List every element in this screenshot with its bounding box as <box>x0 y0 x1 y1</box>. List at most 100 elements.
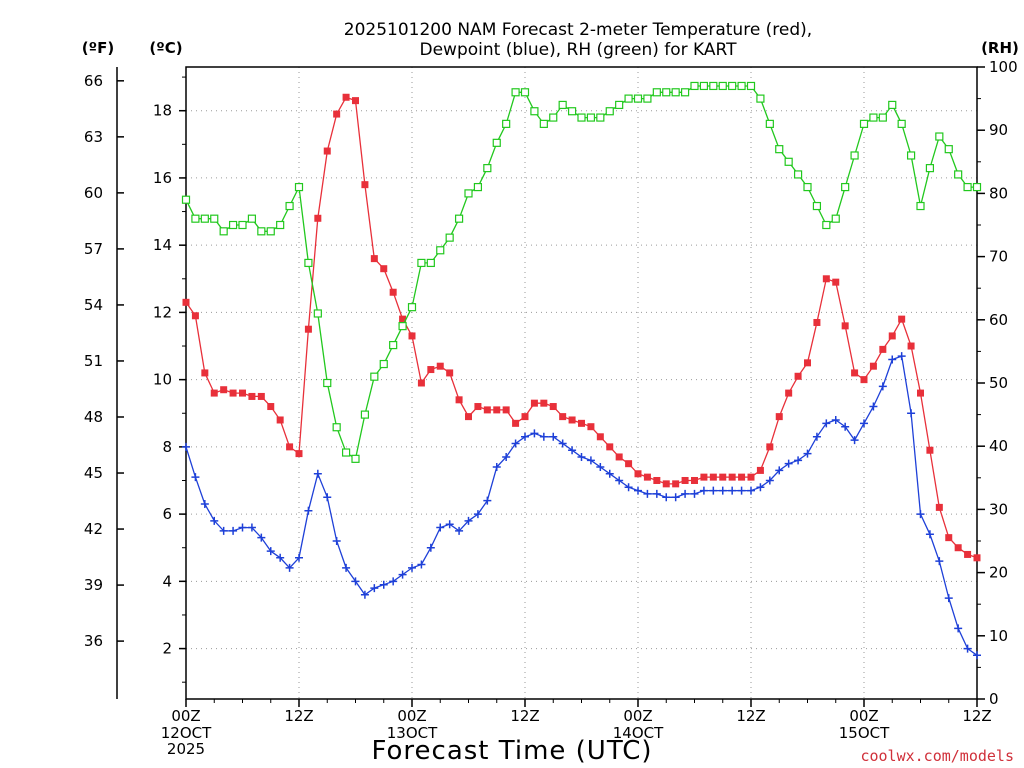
temperature-point <box>352 97 359 105</box>
rh-point <box>765 119 774 128</box>
rh-axis-label: (RH) <box>981 39 1019 57</box>
rh-point <box>925 164 935 173</box>
dewpoint-point <box>247 523 256 532</box>
dewpoint-point <box>464 516 473 525</box>
dewpoint-point <box>624 483 633 492</box>
rh-point <box>803 182 812 192</box>
dewpoint-point <box>822 419 831 428</box>
rh-point <box>662 88 671 97</box>
temperature-point <box>615 453 623 461</box>
dewpoint-point <box>860 419 868 428</box>
rh-point <box>906 151 916 160</box>
temperature-point <box>596 433 604 441</box>
temperature-point <box>474 403 482 411</box>
x-tick-label: 00Z <box>171 707 200 725</box>
dewpoint-point <box>398 570 407 579</box>
rh-point <box>916 201 925 211</box>
temperature-point <box>691 476 698 484</box>
dewpoint-point <box>332 537 341 545</box>
rh-point <box>483 164 492 173</box>
dewpoint-point <box>219 526 228 535</box>
temperature-point <box>483 406 491 414</box>
temperature-point <box>427 366 435 374</box>
temperature-point <box>578 419 585 427</box>
rh-point <box>699 81 709 91</box>
rh-point <box>633 94 643 103</box>
rh-point <box>238 220 247 230</box>
rh-point <box>351 454 360 463</box>
rh-point <box>426 258 435 268</box>
dewpoint-point <box>417 560 426 569</box>
rh-point <box>869 113 878 122</box>
temperature-point <box>747 473 755 481</box>
temperature-point <box>822 275 830 283</box>
dewpoint-point <box>276 553 285 562</box>
temperature-point <box>502 406 510 414</box>
dewpoint-point <box>436 523 445 532</box>
rh-point <box>944 145 953 154</box>
temperature-point <box>625 460 633 468</box>
rh-point <box>530 107 539 116</box>
dewpoint-point <box>568 446 577 455</box>
rh-point <box>718 81 727 91</box>
dewpoint-point <box>229 526 238 535</box>
rh-point <box>304 258 313 268</box>
dewpoint-point <box>210 516 219 525</box>
rh-point <box>436 246 445 255</box>
temperature-point <box>832 278 840 286</box>
x-tick-date-label: 14OCT <box>613 724 664 742</box>
rh-point <box>775 145 784 154</box>
dewpoint-point <box>841 422 850 431</box>
rh-point <box>502 119 511 128</box>
dewpoint-point <box>360 590 369 599</box>
temperature-line <box>185 96 978 559</box>
fahrenheit-tick-label: 60 <box>84 184 103 202</box>
dewpoint-point <box>511 439 520 448</box>
temperature-point <box>653 476 661 484</box>
rh-point <box>389 340 398 350</box>
dewpoint-point <box>935 557 944 566</box>
rh-point <box>897 119 906 128</box>
temperature-point <box>568 416 576 424</box>
rh-point <box>878 113 887 122</box>
rh-point <box>690 81 699 91</box>
rh-point <box>756 94 765 103</box>
chart-subtitle: Dewpoint (blue), RH (green) for KART <box>419 40 737 60</box>
temperature-point <box>333 110 341 118</box>
temperature-point <box>210 389 218 397</box>
dewpoint-point <box>775 466 784 475</box>
dewpoint-point <box>963 644 972 653</box>
rh-point <box>728 81 737 91</box>
dewpoint-point <box>577 452 586 461</box>
rh-point <box>624 94 633 103</box>
temperature-point <box>728 473 736 481</box>
dewpoint-point <box>445 520 454 529</box>
temperature-point <box>455 396 463 404</box>
dewpoint-point <box>615 476 624 485</box>
dewpoint-point <box>699 486 708 495</box>
rh-point <box>464 189 473 198</box>
rh-point <box>417 258 426 268</box>
temperature-point <box>954 544 962 552</box>
rh-tick-label: 70 <box>989 248 1008 266</box>
rh-point <box>210 214 219 223</box>
dewpoint-point <box>492 463 501 472</box>
dewpoint-point <box>878 382 887 391</box>
temperature-point <box>860 376 868 384</box>
temperature-point <box>399 315 407 323</box>
dewpoint-point <box>794 456 803 465</box>
temperature-point <box>304 325 312 333</box>
rh-point <box>341 448 351 457</box>
temperature-point <box>417 379 425 387</box>
temperature-point <box>286 443 294 451</box>
dewpoint-point <box>342 563 351 572</box>
dewpoint-point <box>728 486 737 495</box>
temperature-point <box>549 403 557 411</box>
rh-point <box>586 113 596 122</box>
dewpoint-point <box>973 651 981 660</box>
fahrenheit-axis-label: (ºF) <box>82 39 114 57</box>
rh-point <box>398 322 407 331</box>
dewpoint-point <box>200 500 209 509</box>
dewpoint-point <box>812 432 821 441</box>
x-tick-label: 12Z <box>736 707 765 725</box>
